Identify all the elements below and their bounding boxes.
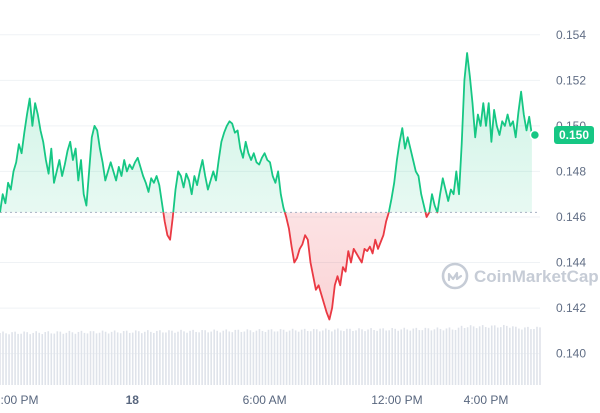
y-tick-label: 0.144	[556, 256, 586, 270]
current-price: 0.150	[529, 126, 594, 144]
series-line-up	[0, 52, 533, 213]
y-tick-label: 0.142	[556, 301, 586, 315]
x-tick-label: 6:00 PM	[0, 393, 39, 407]
volume-bars	[0, 324, 541, 385]
y-tick-label: 0.146	[556, 210, 586, 224]
coinmarketcap-watermark: CoinMarketCap	[441, 262, 599, 290]
price-area	[0, 53, 532, 320]
y-tick-label: 0.148	[556, 164, 586, 178]
y-tick-label: 0.152	[556, 73, 586, 87]
x-tick-label: 4:00 PM	[464, 393, 509, 407]
current-price-label: 0.150	[559, 128, 589, 142]
price-line	[0, 52, 533, 321]
x-tick-label: 18	[126, 393, 140, 407]
current-price-dot	[529, 129, 541, 141]
y-axis: 0.140 0.142 0.144 0.146 0.148 0.150 0.152 0.154	[556, 28, 586, 361]
y-tick-label: 0.140	[556, 347, 586, 361]
watermark-text: CoinMarketCap	[474, 267, 599, 286]
x-axis: 6:00 PM 18 6:00 AM 12:00 PM 4:00 PM	[0, 393, 508, 407]
current-price-badge	[554, 126, 594, 144]
coinmarketcap-logo-icon	[441, 262, 469, 290]
area-above-baseline	[0, 53, 532, 213]
x-tick-label: 6:00 AM	[243, 393, 287, 407]
y-tick-label: 0.154	[556, 28, 586, 42]
area-below-baseline	[163, 212, 430, 320]
x-tick-label: 12:00 PM	[371, 393, 422, 407]
